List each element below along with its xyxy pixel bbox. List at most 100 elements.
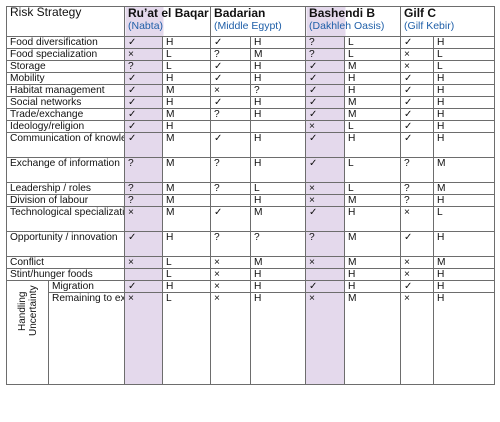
presence-cell: × xyxy=(124,292,164,385)
importance-cell: M xyxy=(162,206,212,232)
importance-cell xyxy=(250,120,307,133)
site-header: Ru’at el Baqar (Nabta) xyxy=(124,6,212,37)
strategy-label: Remaining to experience impoverished con… xyxy=(47,292,126,385)
table-row: Communication of knowledge✓M✓H✓H✓H xyxy=(5,132,496,158)
presence-cell: × xyxy=(124,48,164,61)
site-header: Bashendi B (Dakhleh Oasis) xyxy=(305,6,402,37)
importance-cell: M xyxy=(344,292,402,385)
presence-cell: × xyxy=(400,48,435,61)
importance-cell: H xyxy=(162,72,212,85)
importance-cell: H xyxy=(162,231,212,257)
presence-cell: ✓ xyxy=(210,36,252,49)
presence-cell: ? xyxy=(305,231,346,257)
presence-cell: ✓ xyxy=(400,72,435,85)
presence-cell: ? xyxy=(210,157,252,183)
presence-cell: × xyxy=(305,182,346,195)
risk-strategy-table: Risk Strategy Ru’at el Baqar (Nabta) Bad… xyxy=(5,6,496,385)
presence-cell: ✓ xyxy=(400,231,435,257)
presence-cell: ? xyxy=(124,182,164,195)
presence-cell: ✓ xyxy=(305,84,346,97)
presence-cell: ✓ xyxy=(400,108,435,121)
presence-cell: ? xyxy=(210,182,252,195)
strategy-label: Technological specialization xyxy=(5,206,126,232)
importance-cell: H xyxy=(433,36,496,49)
table-row: Handling Uncertainty Migration ✓ H × H ✓ H ✓ H xyxy=(6,280,496,385)
site-region: (Gilf Kebir) xyxy=(404,20,455,32)
uncertainty-group-text: Handling Uncertainty xyxy=(17,285,39,337)
importance-cell: L xyxy=(162,60,212,73)
table-row: Leadership / roles? M? L × L? M xyxy=(5,182,496,195)
importance-cell: M xyxy=(433,157,496,183)
importance-cell: M xyxy=(162,108,212,121)
importance-cell: H xyxy=(250,268,307,281)
importance-cell: L xyxy=(344,157,402,183)
importance-cell: H xyxy=(344,206,402,232)
table-row: Remaining to experience impoverished con… xyxy=(7,292,496,385)
importance-cell: M xyxy=(162,182,212,195)
table-row: Social networks ✓ H ✓ H ✓ M ✓ H xyxy=(5,96,496,109)
presence-cell: × xyxy=(400,256,435,269)
importance-cell: M xyxy=(344,108,402,121)
table-row: Storage? L ✓ H ✓ M × L xyxy=(5,60,496,73)
presence-cell: ✓ xyxy=(305,96,346,109)
presence-cell: ✓ xyxy=(124,72,164,85)
importance-cell: H xyxy=(162,96,212,109)
presence-cell: ✓ xyxy=(210,72,252,85)
importance-cell: H xyxy=(162,280,212,293)
presence-cell: × xyxy=(400,206,435,232)
presence-cell: × xyxy=(305,194,346,207)
presence-cell: ✓ xyxy=(305,280,346,293)
presence-cell: × xyxy=(210,256,252,269)
table-row: Trade/exchange ✓ M? H ✓ M ✓ H xyxy=(5,108,496,121)
importance-cell: H xyxy=(250,132,307,158)
site-name: Gilf C xyxy=(404,6,437,20)
table-row: Opportunity / innovation ✓ H??? M ✓ H xyxy=(5,231,496,257)
site-region: (Middle Egypt) xyxy=(214,20,282,32)
strategy-label: Social networks xyxy=(5,96,126,109)
presence-cell: ? xyxy=(124,194,164,207)
presence-cell xyxy=(210,194,252,207)
importance-cell: H xyxy=(433,120,496,133)
presence-cell: ✓ xyxy=(400,132,435,158)
importance-cell: H xyxy=(344,72,402,85)
table-row: Food diversification ✓ H ✓ H? L ✓ H xyxy=(5,36,496,49)
site-region: (Dakhleh Oasis) xyxy=(309,20,385,32)
strategy-label: Habitat management xyxy=(5,84,126,97)
presence-cell: ✓ xyxy=(210,132,252,158)
importance-cell: L xyxy=(344,36,402,49)
strategy-label: Trade/exchange xyxy=(5,108,126,121)
importance-cell: H xyxy=(433,268,496,281)
strategy-label: Food specialization xyxy=(5,48,126,61)
strategy-label: Communication of knowledge xyxy=(5,132,126,158)
importance-cell: H xyxy=(433,292,496,385)
importance-cell: L xyxy=(162,256,212,269)
presence-cell: ✓ xyxy=(124,280,164,293)
presence-cell: ✓ xyxy=(305,206,346,232)
importance-cell: H xyxy=(250,96,307,109)
importance-cell: ? xyxy=(250,84,307,97)
risk-strategy-header: Risk Strategy xyxy=(5,6,126,37)
importance-cell: H xyxy=(433,280,496,293)
importance-cell: H xyxy=(162,120,212,133)
presence-cell: ? xyxy=(210,108,252,121)
importance-cell: H xyxy=(344,84,402,97)
strategy-label: Exchange of information xyxy=(5,157,126,183)
strategy-label: Storage xyxy=(5,60,126,73)
importance-cell: M xyxy=(433,182,496,195)
importance-cell: H xyxy=(250,60,307,73)
importance-cell: L xyxy=(344,48,402,61)
presence-cell: × xyxy=(210,280,252,293)
importance-cell: M xyxy=(162,132,212,158)
presence-cell xyxy=(210,120,252,133)
importance-cell: H xyxy=(344,280,402,293)
table-row: Mobility ✓ H ✓ H ✓ H ✓ H xyxy=(5,72,496,85)
strategy-label: Food diversification xyxy=(5,36,126,49)
presence-cell: ? xyxy=(400,157,435,183)
presence-cell: ✓ xyxy=(124,132,164,158)
presence-cell: × xyxy=(305,120,346,133)
table-row: Division of labour? M H × M? H xyxy=(5,194,496,207)
importance-cell: L xyxy=(162,268,212,281)
strategy-label: Leadership / roles xyxy=(5,182,126,195)
importance-cell: H xyxy=(433,96,496,109)
table-row: Stint/hunger foods L × H H × H xyxy=(5,268,496,281)
